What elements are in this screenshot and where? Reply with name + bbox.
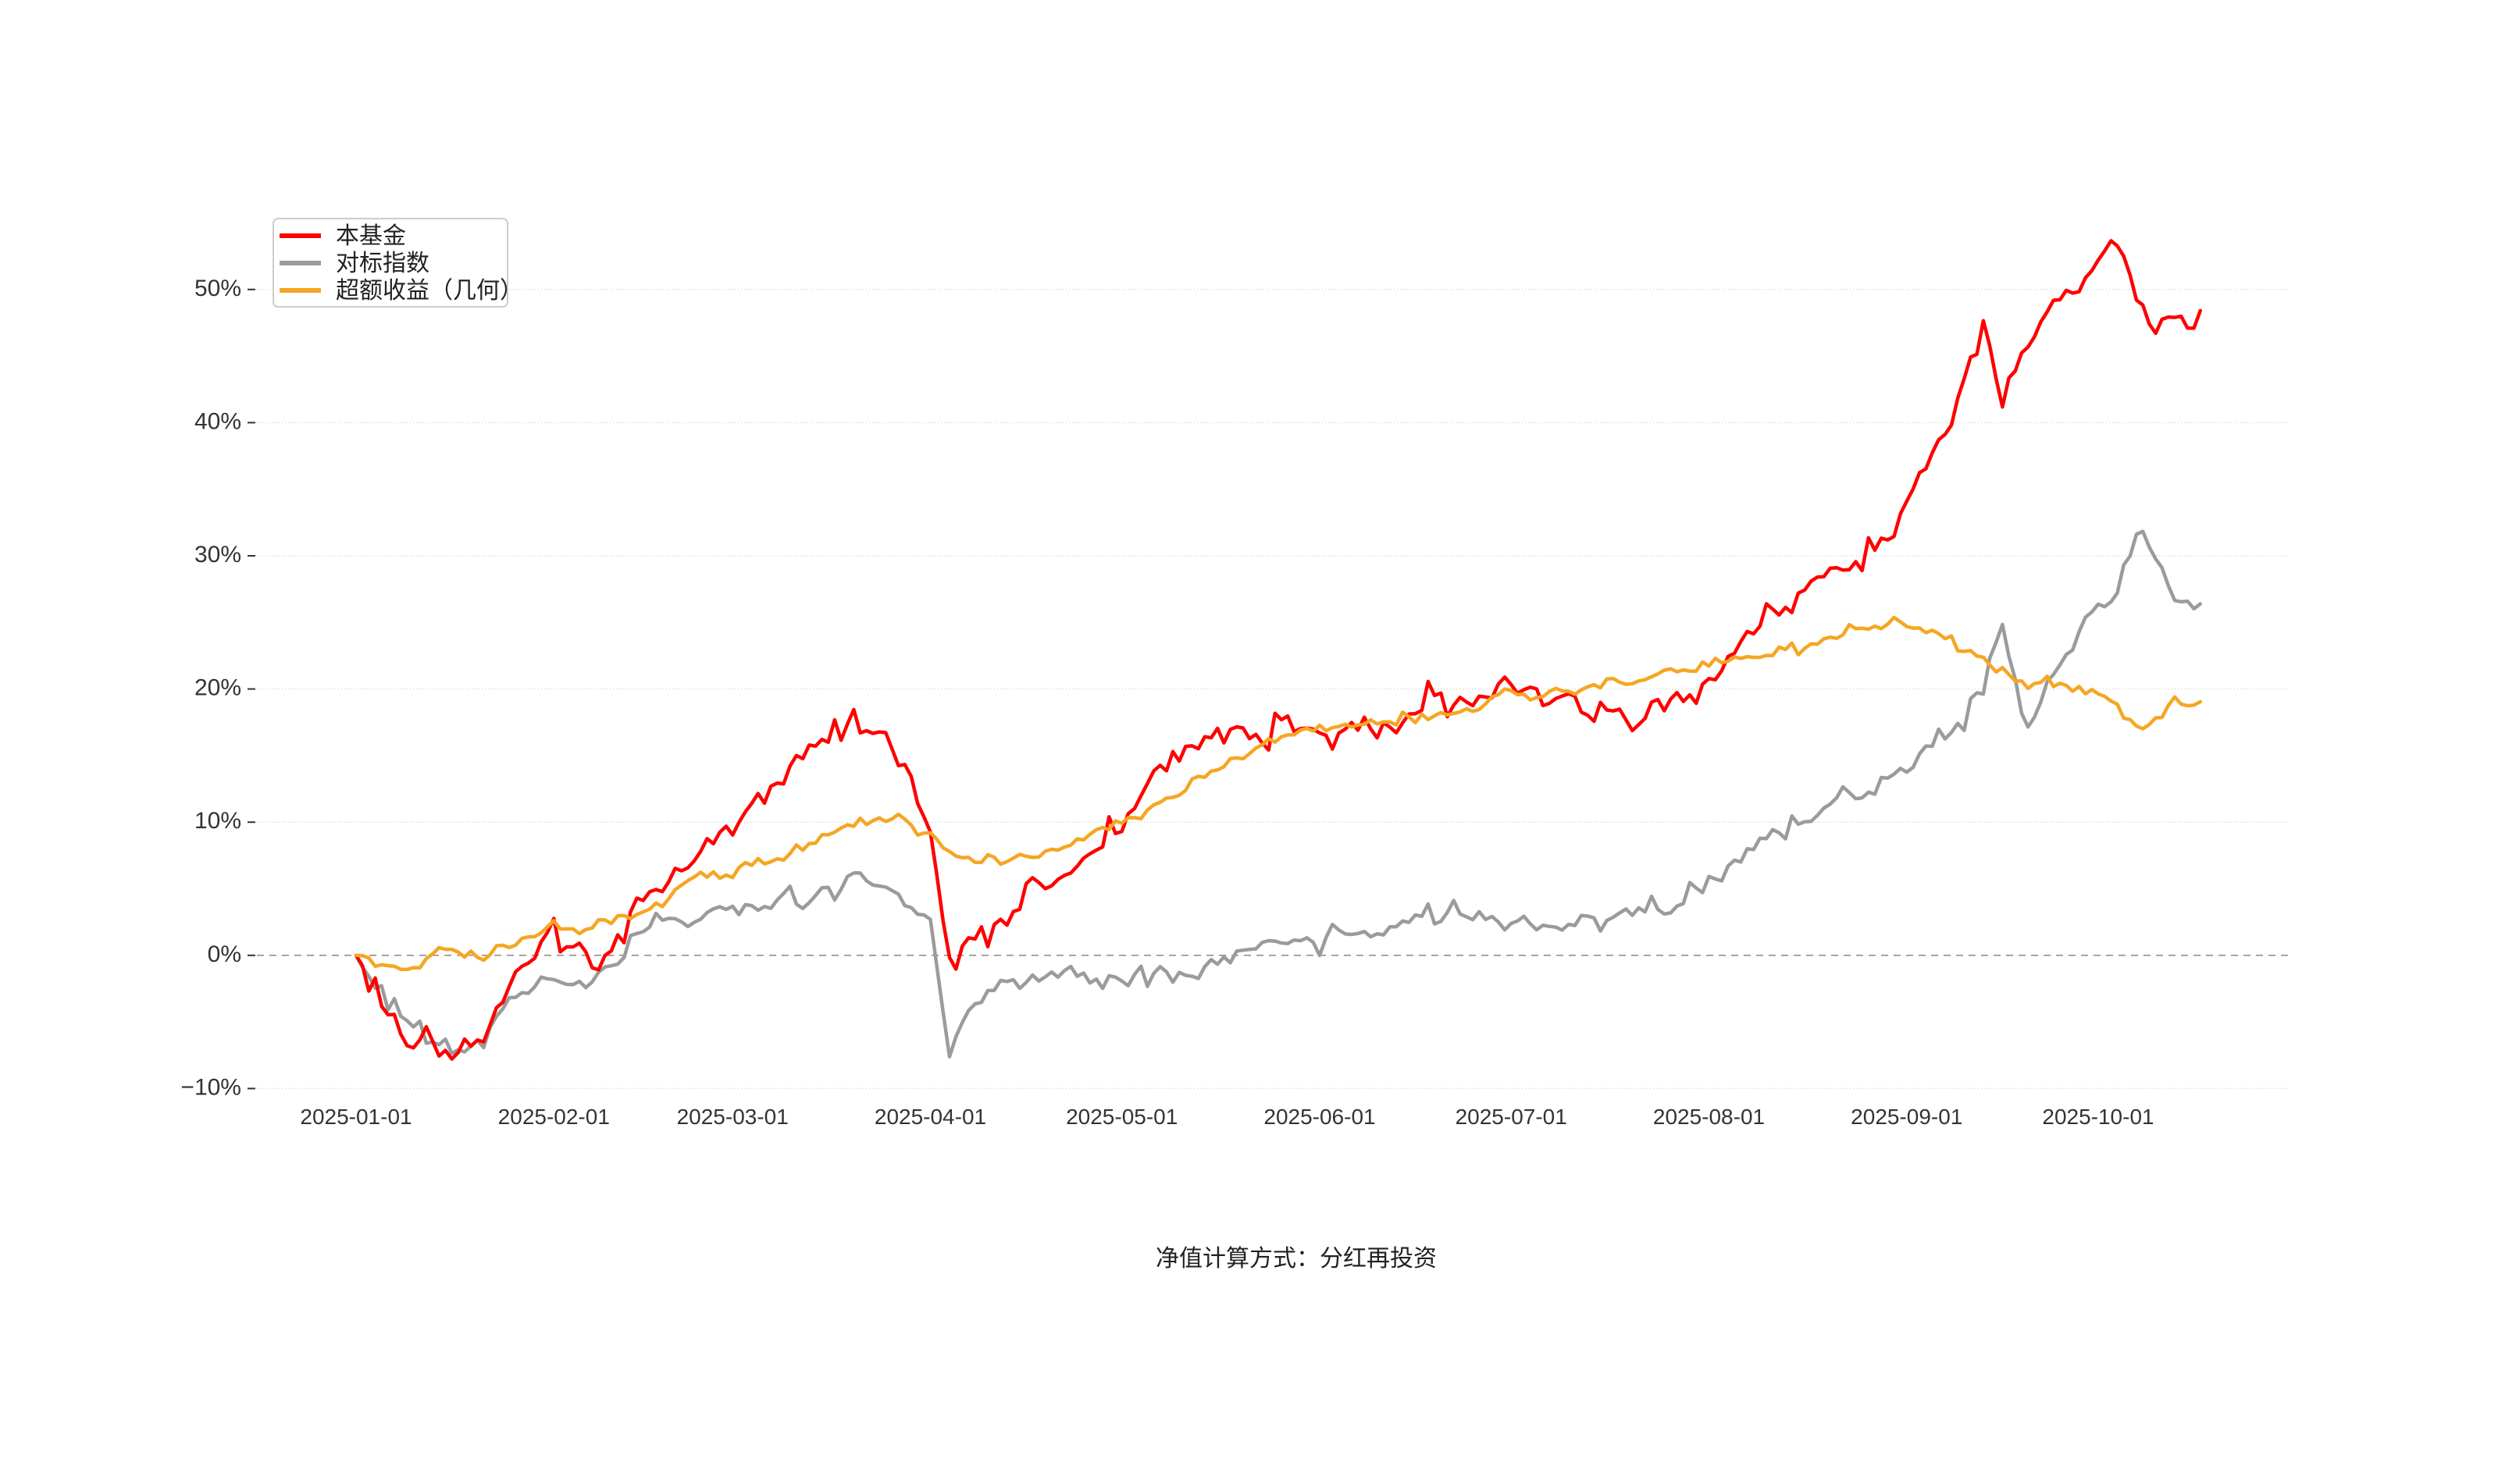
svg-text:超额收益（几何）: 超额收益（几何）: [336, 278, 523, 304]
svg-text:2025-07-01: 2025-07-01: [1456, 1105, 1567, 1129]
svg-text:2025-01-01: 2025-01-01: [300, 1105, 412, 1129]
svg-text:50%: 50%: [194, 276, 241, 301]
svg-text:2025-08-01: 2025-08-01: [1653, 1105, 1765, 1129]
svg-text:本基金: 本基金: [336, 223, 406, 249]
svg-text:2025-03-01: 2025-03-01: [677, 1105, 789, 1129]
svg-text:2025-06-01: 2025-06-01: [1263, 1105, 1375, 1129]
svg-text:2025-04-01: 2025-04-01: [875, 1105, 986, 1129]
svg-text:2025-09-01: 2025-09-01: [1851, 1105, 1962, 1129]
svg-text:10%: 10%: [194, 808, 241, 834]
svg-text:20%: 20%: [194, 675, 241, 701]
svg-text:0%: 0%: [208, 941, 241, 967]
svg-text:40%: 40%: [194, 408, 241, 434]
svg-text:2025-02-01: 2025-02-01: [498, 1105, 610, 1129]
svg-text:对标指数: 对标指数: [336, 251, 429, 276]
svg-text:−10%: −10%: [180, 1074, 241, 1100]
svg-text:2025-10-01: 2025-10-01: [2042, 1105, 2154, 1129]
svg-text:净值计算方式：分红再投资: 净值计算方式：分红再投资: [1156, 1246, 1437, 1272]
svg-text:30%: 30%: [194, 542, 241, 568]
svg-text:2025-05-01: 2025-05-01: [1066, 1105, 1178, 1129]
